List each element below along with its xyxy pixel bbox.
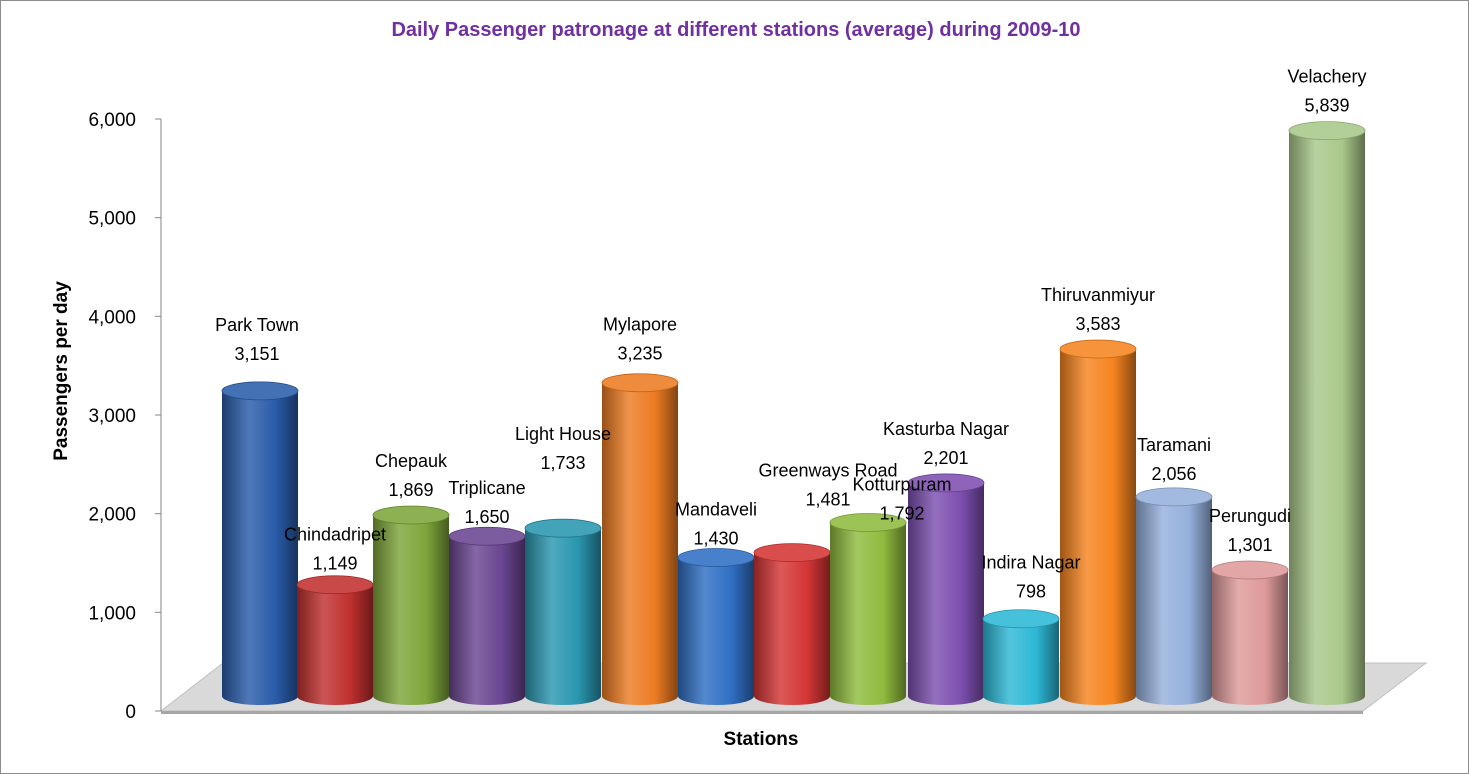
category-label: Chepauk [375,451,448,471]
bar [1059,339,1137,705]
category-label: Greenways Road [758,461,897,481]
bar-body [449,536,525,705]
bar [753,543,831,705]
bar [982,609,1060,705]
y-tick-label: 0 [125,702,136,723]
bar-body [1289,130,1365,706]
bar-body [678,557,754,705]
bar [524,518,602,705]
bar-top [907,473,985,493]
chart-title: Daily Passenger patronage at different s… [391,19,1080,41]
bar [829,513,907,705]
bar-body [908,482,984,705]
bar [448,526,526,705]
bar-body [983,618,1059,705]
value-label: 3,151 [234,344,279,364]
bar-top [753,543,831,562]
bar-top [296,575,374,595]
category-label: Mandaveli [675,500,757,520]
bar-top [1288,121,1366,140]
bar-body [297,584,373,705]
category-label: Chindadripet [284,525,386,545]
bars [221,121,1366,706]
value-label: 1,430 [693,529,738,549]
bar-top [221,381,299,401]
bar-body [222,390,298,705]
bar-top [448,526,526,546]
category-label: Indira Nagar [981,553,1080,573]
bar [372,505,450,705]
category-label: Velachery [1287,67,1366,87]
bar-top [601,373,679,393]
bar [296,575,374,705]
y-tick-label: 5,000 [88,209,136,230]
y-axis-title: Passengers per day [51,281,72,461]
bar [1288,121,1366,706]
category-label: Mylapore [603,315,677,335]
category-label: Triplicane [448,478,525,498]
bar-body [1060,349,1136,705]
bar-top [677,548,755,567]
y-tick-label: 1,000 [88,603,136,624]
bar-top [829,513,907,532]
y-tick-label: 4,000 [88,307,136,328]
y-tick-label: 2,000 [88,505,136,526]
value-label: 1,481 [805,490,850,510]
y-tick-label: 3,000 [88,406,136,427]
bar-body [1212,570,1288,705]
category-label: Taramani [1137,435,1211,455]
bar [907,473,985,705]
category-label: Kotturpuram [852,474,951,494]
bar [601,373,679,705]
category-label: Kasturba Nagar [883,419,1009,439]
category-label: Light House [515,424,611,444]
value-label: 3,235 [617,344,662,364]
y-axis: 0 1,000 2,000 3,000 4,000 5,000 6,000 [88,110,162,723]
y-tick-label: 6,000 [88,110,136,131]
value-label: 2,056 [1151,464,1196,484]
value-label: 1,149 [312,554,357,574]
category-label: Thiruvanmiyur [1041,285,1155,305]
value-label: 1,792 [879,503,924,523]
bar-body [830,522,906,705]
value-label: 2,201 [923,448,968,468]
bar [677,548,755,705]
value-label: 798 [1016,582,1046,602]
value-label: 1,650 [464,507,509,527]
value-label: 3,583 [1075,314,1120,334]
bar-top [372,505,450,525]
category-label: Perungudi [1209,506,1291,526]
bar [1211,560,1289,705]
bar-top [982,609,1060,629]
bar [1135,487,1213,705]
bar-body [525,528,601,705]
bar-top [524,518,602,538]
category-label: Park Town [215,315,299,335]
value-label: 1,301 [1227,535,1272,555]
bar-body [373,515,449,705]
bar-body [602,382,678,705]
bar-top [1135,487,1213,507]
value-label: 1,733 [540,453,585,473]
value-label: 1,869 [388,480,433,500]
bar-body [1136,496,1212,705]
value-label: 5,839 [1304,96,1349,116]
bar-top [1059,339,1137,359]
bar [221,381,299,705]
bar-body [754,552,830,705]
x-axis-title: Stations [724,729,799,750]
data-labels: Park Town 3,151 Chindadripet 1,149 Chepauk 1,… [215,67,1366,602]
bar-top [1211,560,1289,580]
